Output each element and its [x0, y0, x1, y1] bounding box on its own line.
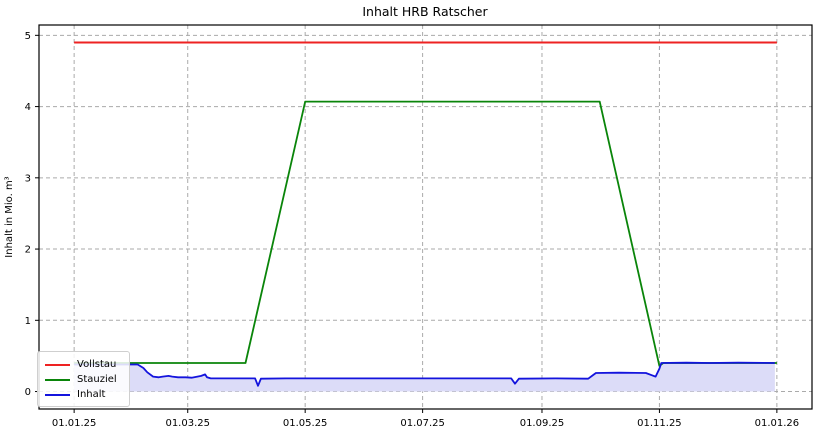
x-tick-label: 01.09.25 [520, 418, 565, 429]
legend-item-vollstau: Vollstau [45, 357, 122, 372]
x-tick-label: 01.01.26 [755, 418, 800, 429]
y-tick-label: 4 [25, 102, 31, 113]
x-tick-label: 01.03.25 [165, 418, 210, 429]
x-tick-label: 01.01.25 [52, 418, 97, 429]
y-tick-label: 0 [25, 387, 31, 398]
x-tick-label: 01.07.25 [400, 418, 445, 429]
legend-line-swatch-vollstau [45, 363, 70, 366]
tick-layer: 01.01.25 01.03.25 01.05.25 01.07.25 01.09.25… [25, 31, 800, 429]
y-tick-label: 3 [25, 173, 31, 184]
plot-border [38, 24, 813, 410]
chart-title: Inhalt HRB Ratscher [362, 4, 488, 19]
series-line-layer [74, 41, 777, 387]
grid-layer [39, 25, 812, 409]
series-line-stauziel [74, 100, 777, 367]
legend-item-stauziel: Stauziel [45, 372, 122, 387]
x-tick-label: 01.11.25 [637, 418, 682, 429]
legend-item-inhalt: Inhalt [45, 387, 122, 402]
legend-label-stauziel: Stauziel [77, 373, 117, 385]
legend-line-swatch-stauziel [45, 378, 70, 381]
legend-line-swatch-inhalt [45, 393, 70, 396]
series-fill-layer [74, 362, 775, 392]
x-tick-label: 01.05.25 [283, 418, 328, 429]
legend-label-vollstau: Vollstau [77, 358, 117, 370]
y-tick-label: 2 [25, 245, 31, 256]
legend-label-inhalt: Inhalt [77, 388, 106, 400]
series-line-inhalt [74, 361, 775, 387]
y-axis-label: Inhalt in Mio. m³ [4, 176, 15, 257]
series-area-inhalt [74, 362, 775, 392]
legend: Vollstau Stauziel Inhalt [37, 351, 130, 407]
y-tick-label: 1 [25, 316, 31, 327]
y-tick-label: 5 [25, 31, 31, 42]
